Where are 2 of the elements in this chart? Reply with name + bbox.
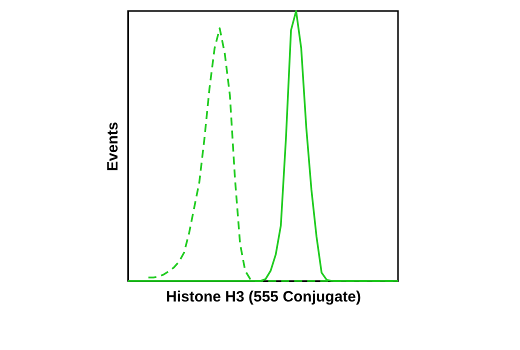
y-axis-title: Events <box>104 122 122 172</box>
x-axis-title: Histone H3 (555 Conjugate) <box>166 288 362 306</box>
